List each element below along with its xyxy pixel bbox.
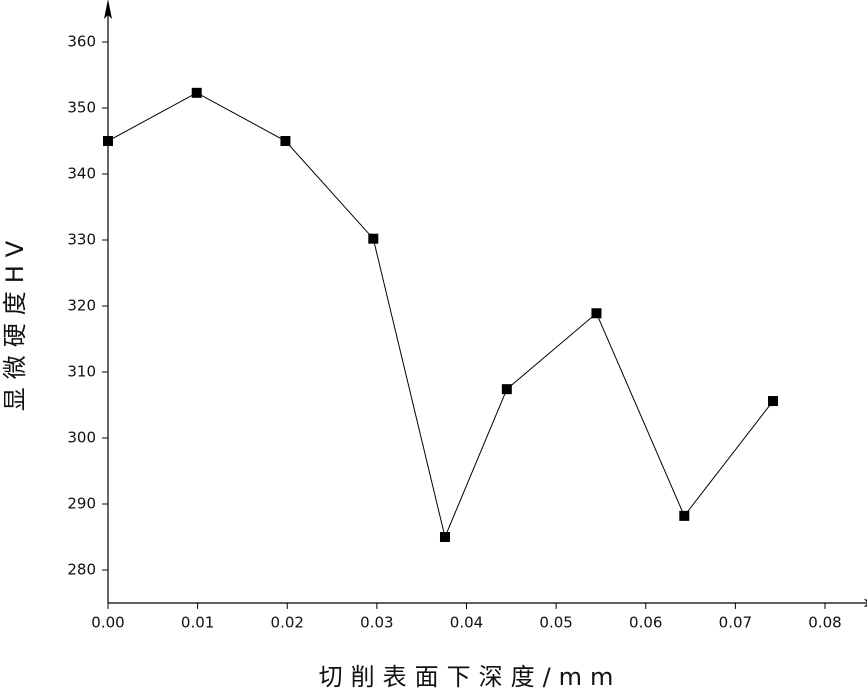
y-tick-label: 350 — [67, 99, 96, 117]
data-point — [191, 87, 202, 98]
data-line — [107, 92, 774, 539]
y-tick-label: 340 — [67, 165, 96, 183]
data-point — [591, 308, 602, 319]
x-tick-label: 0.02 — [271, 614, 304, 632]
x-tick-label: 0.00 — [91, 614, 124, 632]
data-point — [679, 510, 690, 521]
data-point — [768, 396, 779, 407]
y-tick-label: 320 — [67, 297, 96, 315]
data-point — [368, 233, 379, 244]
x-tick-label: 0.06 — [629, 614, 662, 632]
y-tick-label: 330 — [67, 231, 96, 249]
y-tick-label: 310 — [67, 363, 96, 381]
data-point — [439, 532, 450, 542]
x-tick-label: 0.03 — [360, 614, 393, 632]
x-tick-label: 0.05 — [539, 614, 572, 632]
x-axis-title: 切削表面下深度/mm — [319, 663, 622, 691]
y-tick-label: 360 — [67, 33, 96, 51]
x-tick-label: 0.08 — [808, 614, 841, 632]
data-point — [280, 136, 291, 146]
data-point — [501, 384, 512, 395]
x-axis-arrow — [863, 599, 867, 607]
y-tick-label: 290 — [67, 495, 96, 513]
x-tick-label: 0.04 — [450, 614, 483, 632]
data-point — [103, 136, 113, 146]
y-tick-label: 300 — [67, 429, 96, 447]
x-tick-label: 0.07 — [719, 614, 752, 632]
y-tick-label: 280 — [67, 561, 96, 579]
x-tick-label: 0.01 — [181, 614, 214, 632]
y-axis-title: 显微硬度HV — [1, 233, 29, 411]
y-axis-arrow — [104, 0, 112, 19]
